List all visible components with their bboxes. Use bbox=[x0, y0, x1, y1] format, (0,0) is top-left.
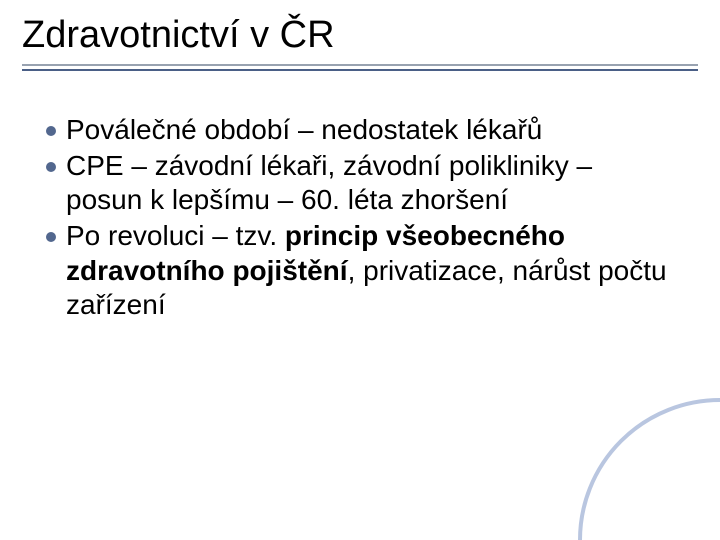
bullet-item: Poválečné období – nedostatek lékařů bbox=[46, 113, 688, 147]
text-run: CPE – závodní lékaři, závodní poliklinik… bbox=[66, 150, 592, 215]
bullet-item: CPE – závodní lékaři, závodní poliklinik… bbox=[46, 149, 688, 217]
bullet-dot-icon bbox=[46, 162, 56, 172]
text-run: Po revoluci – tzv. bbox=[66, 220, 285, 251]
text-run: Poválečné období – nedostatek lékařů bbox=[66, 114, 542, 145]
slide: Zdravotnictví v ČR Poválečné období – ne… bbox=[0, 0, 720, 540]
bullet-item: Po revoluci – tzv. princip všeobecného z… bbox=[46, 219, 688, 321]
content-area: Poválečné období – nedostatek lékařů CPE … bbox=[22, 113, 698, 322]
corner-arc-decoration bbox=[560, 380, 720, 540]
corner-arc-path bbox=[580, 400, 720, 540]
bullet-dot-icon bbox=[46, 232, 56, 242]
bullet-text: CPE – závodní lékaři, závodní poliklinik… bbox=[66, 149, 688, 217]
slide-title: Zdravotnictví v ČR bbox=[22, 14, 698, 57]
bullet-text: Po revoluci – tzv. princip všeobecného z… bbox=[66, 219, 688, 321]
title-area: Zdravotnictví v ČR bbox=[22, 14, 698, 79]
bullet-dot-icon bbox=[46, 126, 56, 136]
title-underline bbox=[22, 63, 698, 73]
bullet-text: Poválečné období – nedostatek lékařů bbox=[66, 113, 688, 147]
